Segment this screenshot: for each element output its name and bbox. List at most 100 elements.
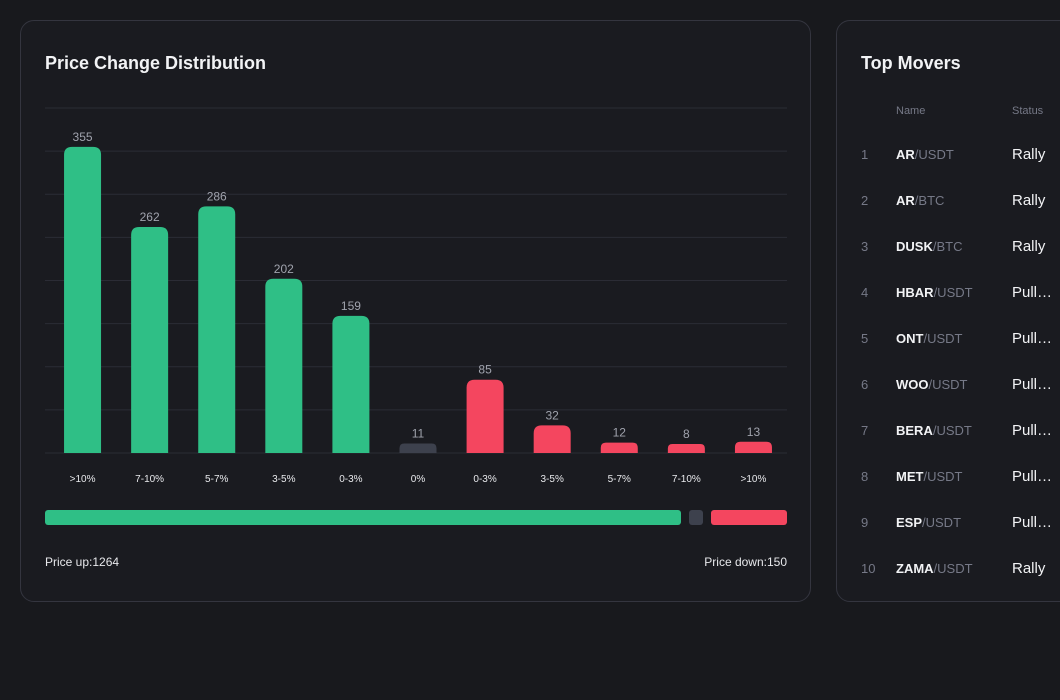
mover-pair: WOO/USDT [896, 375, 968, 395]
bar-value-label: 13 [747, 425, 761, 439]
mover-status: Pullback [1012, 284, 1060, 301]
mover-quote-asset: /USDT [933, 285, 973, 300]
bar-category-label: 0-3% [473, 474, 496, 485]
bar-value-label: 85 [478, 363, 492, 377]
mover-pair: ZAMA/USDT [896, 559, 973, 579]
mover-rank: 2 [861, 193, 869, 208]
bar-category-label: 0% [411, 474, 426, 485]
mover-quote-asset: /BTC [914, 193, 945, 208]
bar-value-label: 355 [73, 130, 93, 144]
price-up-ratio-bar [45, 510, 681, 525]
bar-value-label: 11 [412, 427, 425, 441]
mover-base-asset: HBAR [896, 285, 934, 300]
mover-pair: AR/BTC [896, 191, 944, 211]
mover-quote-asset: /USDT [922, 515, 962, 530]
bar-up [198, 206, 236, 453]
bar-down [600, 442, 638, 453]
bar-down [667, 444, 705, 453]
mover-quote-asset: /USDT [923, 331, 963, 346]
mover-base-asset: AR [896, 147, 915, 162]
mover-status: Pullback [1012, 468, 1060, 485]
mover-rank: 7 [861, 423, 869, 438]
price-down-ratio-bar [710, 510, 787, 525]
bar-value-label: 12 [613, 426, 627, 440]
mover-base-asset: DUSK [896, 239, 933, 254]
bar-value-label: 262 [140, 210, 160, 224]
mover-pair: HBAR/USDT [896, 283, 973, 303]
bar-value-label: 32 [546, 408, 560, 422]
mover-base-asset: MET [896, 469, 924, 484]
mover-rank: 6 [861, 377, 869, 392]
mover-pair: ESP/USDT [896, 513, 961, 533]
mover-rank: 10 [861, 561, 876, 576]
bar-category-label: >10% [70, 474, 96, 485]
mover-status: Rally [1012, 238, 1046, 255]
bar-up [131, 227, 169, 453]
mover-row[interactable]: 5 ONT/USDT Pullback [837, 329, 1060, 375]
mover-rank: 5 [861, 331, 869, 346]
price-change-distribution-card: Price Change Distribution 355 >10% 262 7-10… [20, 20, 811, 602]
mover-rank: 1 [861, 147, 869, 162]
bar-category-label: 3-5% [272, 474, 295, 485]
mover-base-asset: ESP [896, 515, 923, 530]
bar-up [332, 315, 370, 453]
mover-pair: BERA/USDT [896, 421, 972, 441]
bar-down [734, 441, 772, 453]
price-flat-ratio-bar [688, 510, 703, 525]
mover-base-asset: WOO [896, 377, 929, 392]
top-movers-card: Top Movers Name Status 1 AR/USDT Rally 2 AR/… [836, 20, 1060, 602]
mover-quote-asset: /USDT [923, 469, 963, 484]
mover-base-asset: ONT [896, 331, 924, 346]
mover-status: Rally [1012, 192, 1046, 209]
bar-down [533, 425, 571, 453]
mover-row[interactable]: 3 DUSK/BTC Rally [837, 237, 1060, 283]
mover-pair: DUSK/BTC [896, 237, 962, 257]
bar-category-label: 5-7% [608, 474, 631, 485]
mover-base-asset: ZAMA [896, 561, 934, 576]
mover-row[interactable]: 6 WOO/USDT Pullback [837, 375, 1060, 421]
bar-category-label: 7-10% [135, 474, 164, 485]
mover-quote-asset: /BTC [932, 239, 963, 254]
bar-value-label: 159 [341, 299, 361, 313]
top-movers-title: Top Movers [861, 53, 961, 73]
mover-row[interactable]: 8 MET/USDT Pullback [837, 467, 1060, 513]
distribution-bar-chart: 355 >10% 262 7-10% 286 5-7% 202 3-5% 159 0-3% 11 0%… [45, 107, 787, 485]
mover-quote-asset: /USDT [914, 147, 954, 162]
bar-category-label: 0-3% [339, 474, 362, 485]
bar-category-label: 3-5% [541, 474, 564, 485]
bar-category-label: 5-7% [205, 474, 228, 485]
price-down-count: Price down:150 [704, 555, 787, 569]
mover-rank: 8 [861, 469, 869, 484]
mover-base-asset: AR [896, 193, 915, 208]
mover-quote-asset: /USDT [933, 561, 973, 576]
bar-down [466, 379, 504, 453]
mover-pair: MET/USDT [896, 467, 962, 487]
mover-rank: 3 [861, 239, 869, 254]
mover-row[interactable]: 7 BERA/USDT Pullback [837, 421, 1060, 467]
mover-status: Rally [1012, 560, 1046, 577]
mover-status: Pullback [1012, 376, 1060, 393]
mover-status: Pullback [1012, 330, 1060, 347]
bar-category-label: >10% [741, 474, 767, 485]
mover-row[interactable]: 1 AR/USDT Rally [837, 145, 1060, 191]
mover-status: Pullback [1012, 514, 1060, 531]
bar-category-label: 7-10% [672, 474, 701, 485]
bar-value-label: 8 [683, 427, 690, 441]
mover-status: Rally [1012, 146, 1046, 163]
mover-row[interactable]: 9 ESP/USDT Pullback [837, 513, 1060, 559]
mover-row[interactable]: 2 AR/BTC Rally [837, 191, 1060, 237]
price-up-count: Price up:1264 [45, 555, 120, 569]
mover-row[interactable]: 10 ZAMA/USDT Rally [837, 559, 1060, 601]
mover-pair: ONT/USDT [896, 329, 962, 349]
bar-up [265, 278, 303, 453]
bar-value-label: 202 [274, 262, 294, 276]
mover-quote-asset: /USDT [932, 423, 972, 438]
column-header-status: Status [1012, 105, 1044, 117]
mover-row[interactable]: 4 HBAR/USDT Pullback [837, 283, 1060, 329]
bar-up [64, 146, 102, 453]
mover-rank: 9 [861, 515, 869, 530]
bar-flat [399, 443, 437, 453]
bar-value-label: 286 [207, 189, 227, 203]
mover-quote-asset: /USDT [928, 377, 968, 392]
mover-status: Pullback [1012, 422, 1060, 439]
